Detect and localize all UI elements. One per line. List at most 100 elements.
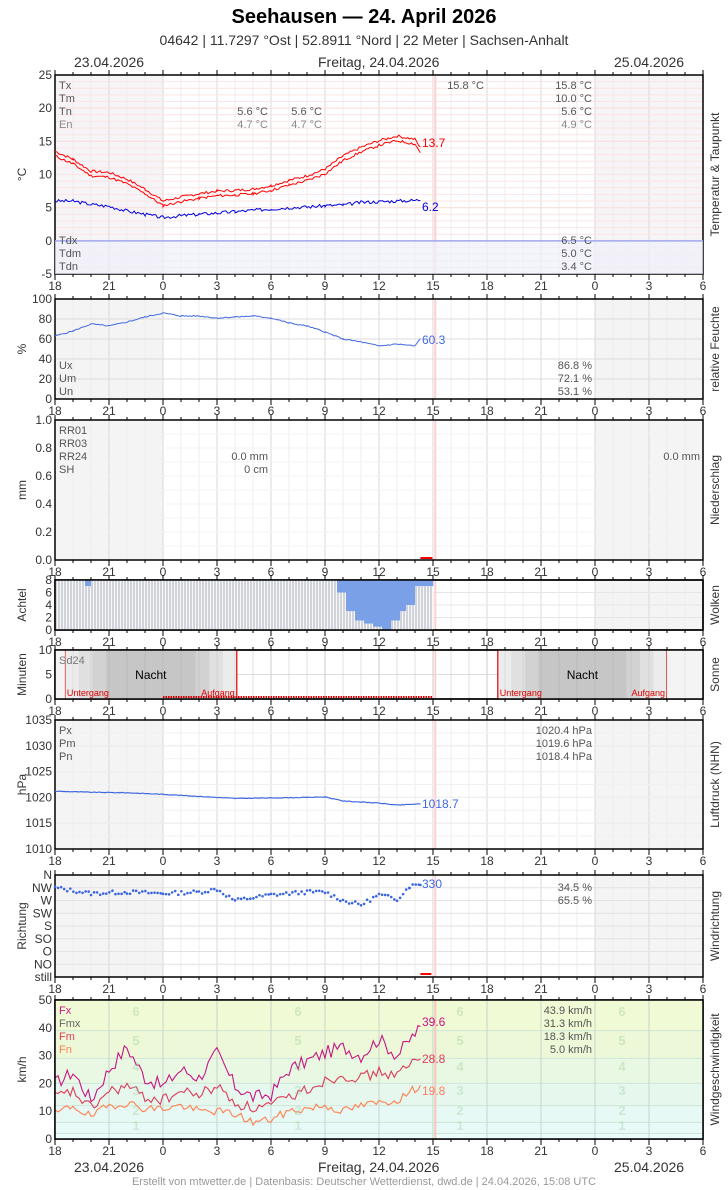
date-left-top: 23.04.2026 — [74, 54, 145, 70]
current-wind-mean: 28.8 — [422, 1052, 446, 1066]
legend-label: RR24 — [59, 451, 87, 463]
legend-label: Pm — [59, 738, 76, 750]
sunset-label: Untergang — [67, 688, 109, 698]
x-tick-label: 0 — [160, 404, 167, 418]
x-tick-label: 15 — [426, 404, 440, 418]
y-tick-label: 1020 — [25, 790, 52, 804]
wind-direction-panel — [53, 870, 704, 983]
y-tick-label: 60 — [39, 332, 53, 346]
x-tick-label: 18 — [480, 1144, 494, 1158]
beaufort-number: 1 — [618, 1118, 625, 1133]
x-tick-label: 6 — [700, 704, 707, 718]
beaufort-number: 4 — [132, 1059, 140, 1074]
beaufort-number: 5 — [132, 1033, 139, 1048]
current-humidity: 60.3 — [422, 333, 446, 347]
beaufort-number: 3 — [456, 1083, 463, 1098]
x-tick-label: 15 — [426, 982, 440, 996]
x-tick-label: 21 — [534, 704, 548, 718]
y-tick-label: O — [43, 945, 52, 959]
x-tick-label: 15 — [426, 1144, 440, 1158]
night-min-temp: 5.6 °C — [291, 106, 322, 118]
y-tick-label: 0 — [45, 692, 52, 706]
y-tick-label: 10 — [39, 168, 53, 182]
legend-label: Pn — [59, 751, 72, 763]
y-tick-label: 5 — [45, 201, 52, 215]
x-tick-label: 21 — [102, 279, 116, 293]
stat-value: 4.9 °C — [561, 119, 592, 131]
sunset-label: Untergang — [500, 688, 542, 698]
x-tick-label: 21 — [102, 1144, 116, 1158]
sun-panel — [54, 645, 704, 705]
x-tick-label: 21 — [102, 565, 116, 579]
y-tick-label: 0.4 — [35, 497, 52, 511]
x-tick-label: 9 — [322, 279, 329, 293]
panel-title: relative Feuchte — [708, 306, 722, 392]
legend-label: Um — [59, 373, 76, 385]
x-tick-label: 18 — [480, 704, 494, 718]
y-tick-label: 6 — [45, 586, 52, 600]
x-tick-label: 6 — [268, 982, 275, 996]
x-tick-label: 0 — [160, 635, 167, 649]
y-tick-label: 0.0 — [35, 553, 52, 567]
beaufort-number: 4 — [294, 1059, 302, 1074]
stat-value: 1020.4 hPa — [536, 725, 593, 737]
x-tick-label: 21 — [534, 565, 548, 579]
current-wind-min: 19.8 — [422, 1084, 446, 1098]
x-tick-label: 3 — [214, 404, 221, 418]
beaufort-number: 6 — [294, 1004, 301, 1019]
x-tick-label: 0 — [592, 854, 599, 868]
legend-label: Fmx — [59, 1018, 81, 1030]
stat-value: 18.3 km/h — [544, 1031, 592, 1043]
y-tick-label: NW — [32, 881, 53, 895]
y-axis-unit: km/h — [15, 1056, 29, 1082]
stat-value: 10.0 °C — [555, 93, 592, 105]
stat-value: 43.9 km/h — [544, 1005, 592, 1017]
x-tick-label: 9 — [322, 404, 329, 418]
y-tick-label: 100 — [32, 292, 52, 306]
x-tick-label: 0 — [160, 704, 167, 718]
y-tick-label: 0.8 — [35, 441, 52, 455]
y-tick-label: 20 — [39, 372, 53, 386]
y-tick-label: 5 — [45, 668, 52, 682]
stat-value: 5.0 °C — [561, 248, 592, 260]
x-tick-label: 3 — [646, 854, 653, 868]
x-tick-label: 3 — [646, 565, 653, 579]
precipitation-panel — [54, 415, 704, 566]
x-tick-label: 3 — [214, 565, 221, 579]
y-tick-label: W — [41, 894, 53, 908]
x-tick-label: 0 — [592, 982, 599, 996]
x-tick-label: 12 — [372, 635, 386, 649]
y-tick-label: 1.0 — [35, 413, 52, 427]
x-tick-label: 3 — [646, 982, 653, 996]
beaufort-number: 6 — [456, 1004, 463, 1019]
x-tick-label: 0 — [160, 565, 167, 579]
y-tick-label: 1010 — [25, 842, 52, 856]
panel-title: Luftdruck (NHN) — [708, 741, 722, 828]
night-min-temp: 5.6 °C — [237, 106, 268, 118]
x-tick-label: 21 — [102, 635, 116, 649]
y-tick-label: 0.2 — [35, 525, 52, 539]
x-tick-label: 3 — [214, 1144, 221, 1158]
legend-label: Sd24 — [59, 655, 85, 667]
x-tick-label: 0 — [592, 635, 599, 649]
footer-credits: Erstellt von mtwetter.de | Datenbasis: D… — [131, 1176, 597, 1188]
beaufort-number: 3 — [132, 1083, 139, 1098]
x-tick-label: 3 — [214, 704, 221, 718]
y-tick-label: 2 — [45, 611, 52, 625]
panel-title: Temperatur & Taupunkt — [708, 112, 722, 237]
x-tick-label: 15 — [426, 635, 440, 649]
beaufort-number: 2 — [132, 1103, 139, 1118]
x-tick-label: 3 — [646, 404, 653, 418]
y-tick-label: 15 — [39, 134, 53, 148]
y-tick-label: SW — [33, 906, 53, 920]
x-tick-label: 21 — [534, 982, 548, 996]
night-min-ground: 4.7 °C — [237, 119, 268, 131]
date-right-bottom: 25.04.2026 — [614, 1159, 685, 1175]
y-tick-label: S — [44, 919, 52, 933]
date-right-top: 25.04.2026 — [614, 54, 685, 70]
y-tick-label: 0.6 — [35, 469, 52, 483]
x-tick-label: 9 — [322, 854, 329, 868]
x-tick-label: 12 — [372, 279, 386, 293]
x-tick-label: 15 — [426, 854, 440, 868]
legend-label: RR03 — [59, 438, 87, 450]
